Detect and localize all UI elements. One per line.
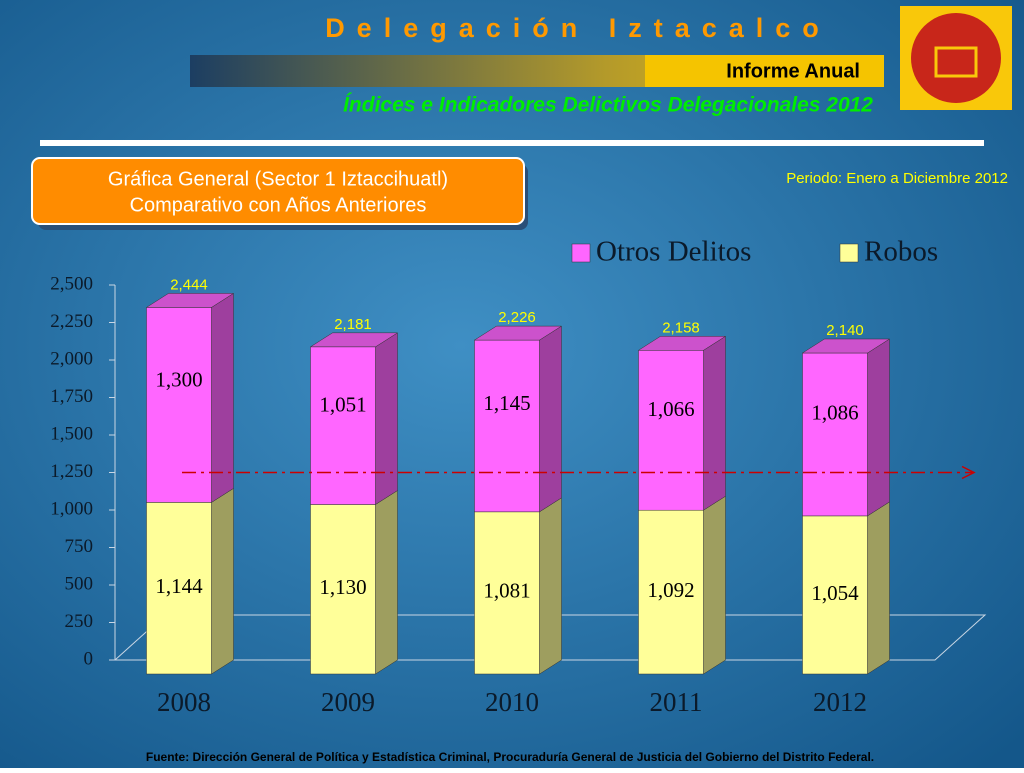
bar-side	[211, 487, 234, 675]
period: Periodo: Enero a Diciembre 2012	[786, 170, 1008, 187]
value-label: 1,144	[155, 574, 203, 598]
bar-side	[867, 501, 890, 675]
bar-side	[539, 497, 562, 675]
subtitle: Índices e Indicadores Delictivos Delegac…	[343, 94, 873, 117]
bar-segment	[146, 307, 212, 503]
bar-segment	[310, 504, 376, 675]
bar-side	[539, 325, 562, 513]
x-tick-label: 2009	[321, 687, 375, 717]
bar-segment	[802, 352, 868, 517]
title: Delegación Iztacalco	[325, 13, 831, 43]
box-line: Comparativo con Años Anteriores	[130, 194, 427, 216]
logo-icon	[934, 46, 978, 78]
total-label: 2,140	[826, 322, 864, 339]
y-tick-label: 2,500	[50, 273, 93, 294]
y-tick-label: 1,000	[50, 498, 93, 519]
x-tick-label: 2011	[650, 687, 703, 717]
report-label: Informe Anual	[726, 60, 860, 82]
x-tick-label: 2012	[813, 687, 867, 717]
value-label: 1,145	[483, 391, 530, 415]
y-tick-label: 0	[84, 648, 94, 669]
total-label: 2,226	[498, 309, 536, 326]
value-label: 1,051	[319, 393, 366, 417]
total-label: 2,181	[334, 316, 372, 333]
value-label: 1,092	[647, 578, 694, 602]
box	[31, 157, 525, 225]
logo-circle	[911, 13, 1001, 103]
value-label: 1,081	[483, 579, 530, 603]
bar-segment	[474, 339, 540, 513]
value-label: 1,300	[155, 367, 202, 391]
legend-label: Otros Delitos	[596, 236, 751, 268]
total-label: 2,158	[662, 319, 700, 336]
bar-side	[375, 490, 398, 675]
bar-segment	[474, 511, 540, 675]
bar-side	[703, 495, 726, 675]
y-tick-label: 750	[65, 536, 94, 557]
bar-side	[867, 338, 890, 517]
bar-top	[801, 338, 891, 354]
bar-side	[703, 335, 726, 511]
value-label: 1,086	[811, 401, 858, 425]
value-label: 1,066	[647, 397, 694, 421]
y-tick-label: 250	[65, 611, 94, 632]
y-tick-label: 500	[65, 573, 94, 594]
bar-side	[211, 292, 234, 503]
bar-side	[375, 332, 398, 505]
source: Fuente: Dirección General de Política y …	[146, 750, 874, 764]
report-bg	[645, 55, 883, 87]
bar-top	[473, 325, 563, 341]
x-tick-label: 2010	[485, 687, 539, 717]
reference-arrow	[961, 465, 976, 480]
y-tick-label: 1,500	[50, 423, 93, 444]
divider	[40, 140, 984, 146]
legend-swatch	[839, 243, 859, 263]
y-tick-label: 1,250	[50, 461, 93, 482]
total-label: 2,444	[170, 276, 208, 293]
value-label: 1,054	[811, 581, 859, 605]
y-tick-label: 2,000	[50, 348, 93, 369]
bar-top	[145, 293, 235, 308]
bar-segment	[310, 346, 376, 505]
bar-segment	[146, 502, 212, 675]
value-label: 1,130	[319, 575, 366, 599]
bar-top	[637, 336, 727, 351]
x-tick-label: 2008	[157, 687, 211, 717]
y-tick-label: 2,250	[50, 311, 93, 332]
box-line: Gráfica General (Sector 1 Iztaccihuatl)	[108, 168, 448, 190]
legend-swatch	[571, 243, 591, 263]
bar-segment	[638, 509, 704, 675]
legend-label: Robos	[864, 236, 938, 268]
bar-segment	[802, 515, 868, 675]
bar-top	[309, 332, 399, 348]
bar-segment	[638, 350, 704, 511]
y-tick-label: 1,750	[50, 386, 93, 407]
